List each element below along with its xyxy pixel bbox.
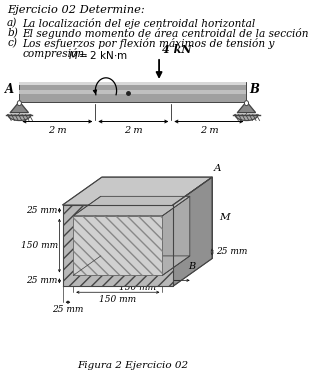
Text: D: D (75, 239, 83, 248)
Polygon shape (235, 114, 258, 121)
Text: compresión.: compresión. (23, 48, 88, 59)
Text: 25 mm: 25 mm (26, 276, 58, 285)
Text: $M = 2\ \mathrm{kN{\cdot}m}$: $M = 2\ \mathrm{kN{\cdot}m}$ (68, 49, 128, 61)
Text: Los esfuerzos por flexión máximos de tensión y: Los esfuerzos por flexión máximos de ten… (23, 38, 275, 49)
Text: 2 m: 2 m (124, 127, 143, 135)
Text: B: B (189, 262, 196, 271)
Text: El segundo momento de área centroidal de la sección: El segundo momento de área centroidal de… (23, 28, 309, 39)
Text: 150 mm: 150 mm (119, 283, 156, 292)
Text: 25 mm: 25 mm (216, 247, 248, 257)
Text: a): a) (7, 18, 17, 28)
Text: 150 mm: 150 mm (99, 295, 136, 304)
Text: 2 m: 2 m (48, 127, 67, 135)
Bar (19, 82, 246, 102)
Circle shape (245, 101, 248, 106)
Text: La localización del eje centroidal horizontal: La localización del eje centroidal horiz… (23, 18, 256, 29)
Polygon shape (10, 102, 28, 113)
Polygon shape (73, 216, 162, 276)
Text: B: B (250, 83, 260, 96)
Polygon shape (73, 256, 190, 276)
Text: c): c) (7, 38, 17, 49)
Polygon shape (173, 177, 212, 286)
Polygon shape (162, 196, 190, 276)
Text: M: M (219, 213, 229, 222)
Text: Figura 2 Ejercicio 02: Figura 2 Ejercicio 02 (78, 361, 189, 370)
Text: 25 mm: 25 mm (52, 305, 84, 314)
Text: 2 m: 2 m (200, 127, 218, 135)
Text: Ejercicio 02 Determine:: Ejercicio 02 Determine: (7, 5, 145, 16)
Text: A: A (214, 164, 221, 173)
Text: 25 mm: 25 mm (26, 206, 58, 215)
Polygon shape (63, 177, 212, 205)
Text: A: A (5, 83, 14, 96)
Text: 150 mm: 150 mm (21, 241, 58, 250)
Text: 4 kN: 4 kN (162, 44, 191, 55)
Bar (19, 82, 246, 85)
Polygon shape (8, 114, 31, 121)
Polygon shape (63, 205, 173, 286)
Bar (19, 90, 246, 94)
Polygon shape (237, 102, 255, 113)
Text: b): b) (7, 28, 18, 39)
Polygon shape (102, 177, 212, 258)
Polygon shape (73, 196, 190, 216)
Circle shape (17, 101, 21, 106)
